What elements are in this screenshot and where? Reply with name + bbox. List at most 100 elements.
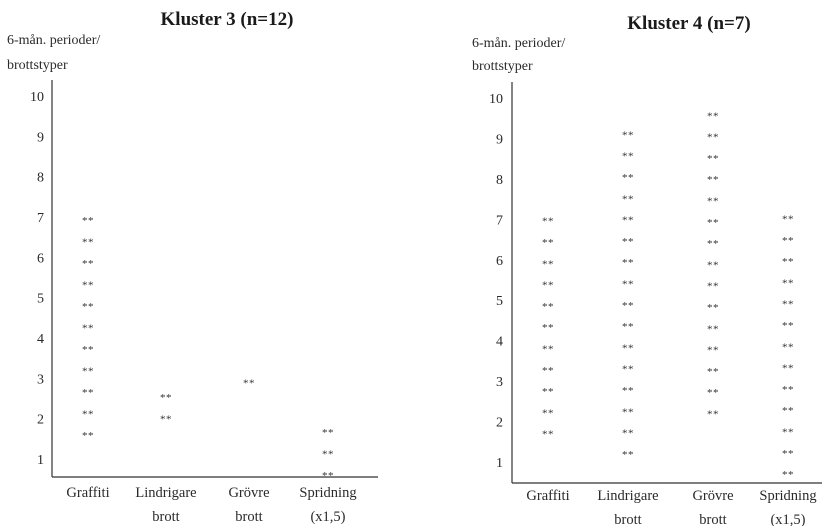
y-tick-label: 5	[37, 292, 44, 307]
data-mark: **	[622, 172, 634, 184]
data-mark: **	[782, 384, 794, 396]
y-tick-label: 10	[30, 90, 44, 105]
data-mark: **	[707, 302, 719, 314]
data-mark: **	[782, 320, 794, 332]
data-mark: **	[82, 408, 94, 420]
data-mark: **	[82, 236, 94, 248]
data-mark: **	[622, 428, 634, 440]
category-label: Grövre	[228, 485, 269, 501]
category-label: Spridning	[299, 485, 356, 501]
data-mark: **	[707, 259, 719, 271]
data-mark: **	[782, 256, 794, 268]
y-axis-label: brottstyper	[472, 59, 533, 74]
data-mark: **	[782, 363, 794, 375]
data-mark: **	[542, 301, 554, 313]
data-mark: **	[782, 214, 794, 226]
data-mark: **	[542, 407, 554, 419]
data-mark: **	[243, 377, 255, 389]
y-axis-label: 6-mån. perioder/	[472, 36, 565, 51]
y-tick-label: 2	[496, 416, 503, 431]
data-mark: **	[82, 215, 94, 227]
data-mark: **	[82, 344, 94, 356]
category-label: brott	[152, 509, 179, 525]
category-label: Spridning	[759, 488, 816, 504]
y-tick-label: 1	[496, 456, 503, 471]
data-mark: **	[707, 345, 719, 357]
y-tick-label: 1	[37, 453, 44, 468]
chart-panel-kluster-3: Kluster 3 (n=12) 6-mån. perioder/brottsty…	[7, 9, 378, 525]
category-label: (x1,5)	[310, 509, 345, 525]
data-mark: **	[622, 385, 634, 397]
y-tick-label: 9	[37, 130, 44, 145]
data-mark: **	[542, 280, 554, 292]
y-axis-label: 6-mån. perioder/	[7, 33, 100, 48]
data-mark: **	[782, 405, 794, 417]
data-mark: **	[622, 364, 634, 376]
data-mark: **	[542, 343, 554, 355]
chart-title: Kluster 4 (n=7)	[627, 13, 750, 34]
data-mark: **	[542, 365, 554, 377]
data-mark: **	[782, 427, 794, 439]
y-tick-label: 8	[496, 173, 503, 188]
category-label: brott	[235, 509, 262, 525]
category-label: brott	[614, 512, 641, 526]
data-mark: **	[782, 341, 794, 353]
data-mark: **	[622, 236, 634, 248]
data-mark: **	[782, 277, 794, 289]
y-tick-label: 3	[496, 375, 503, 390]
y-tick-label: 9	[496, 132, 503, 147]
data-mark: **	[160, 392, 172, 404]
category-label: Graffiti	[526, 488, 569, 504]
data-mark: **	[622, 406, 634, 418]
data-mark: **	[707, 132, 719, 144]
y-tick-label: 4	[496, 335, 503, 350]
y-tick-label: 7	[37, 211, 44, 226]
data-mark: **	[707, 238, 719, 250]
y-tick-label: 8	[37, 171, 44, 186]
data-mark: **	[622, 279, 634, 291]
data-mark: **	[707, 366, 719, 378]
data-mark: **	[542, 322, 554, 334]
data-mark: **	[82, 279, 94, 291]
data-mark: **	[707, 217, 719, 229]
y-tick-label: 5	[496, 294, 503, 309]
y-axis-label: brottstyper	[7, 58, 68, 73]
y-tick-label: 4	[37, 332, 44, 347]
data-mark: **	[542, 386, 554, 398]
data-mark: **	[622, 449, 634, 461]
data-mark: **	[707, 110, 719, 122]
data-mark: **	[82, 301, 94, 313]
data-mark: **	[160, 414, 172, 426]
data-mark: **	[622, 342, 634, 354]
y-tick-label: 2	[37, 413, 44, 428]
y-tick-label: 7	[496, 213, 503, 228]
data-mark: **	[542, 429, 554, 441]
data-mark: **	[782, 235, 794, 247]
data-mark: **	[542, 258, 554, 270]
data-mark: **	[707, 408, 719, 420]
y-tick-label: 6	[496, 254, 503, 269]
data-mark: **	[707, 153, 719, 165]
data-mark: **	[622, 129, 634, 141]
data-mark: **	[622, 151, 634, 163]
category-label: Grövre	[692, 488, 733, 504]
data-mark: **	[782, 469, 794, 481]
data-mark: **	[542, 216, 554, 228]
y-tick-label: 10	[489, 92, 503, 107]
category-label: brott	[699, 512, 726, 526]
data-mark: **	[622, 193, 634, 205]
data-mark: **	[322, 427, 334, 439]
data-mark: **	[622, 257, 634, 269]
data-mark: **	[622, 300, 634, 312]
data-mark: **	[782, 299, 794, 311]
data-mark: **	[82, 430, 94, 442]
data-mark: **	[622, 215, 634, 227]
category-label: Lindrigare	[597, 488, 658, 504]
data-mark: **	[622, 321, 634, 333]
data-mark: **	[322, 449, 334, 461]
data-mark: **	[707, 195, 719, 207]
y-tick-label: 3	[37, 372, 44, 387]
data-mark: **	[82, 258, 94, 270]
category-label: (x1,5)	[770, 512, 805, 526]
